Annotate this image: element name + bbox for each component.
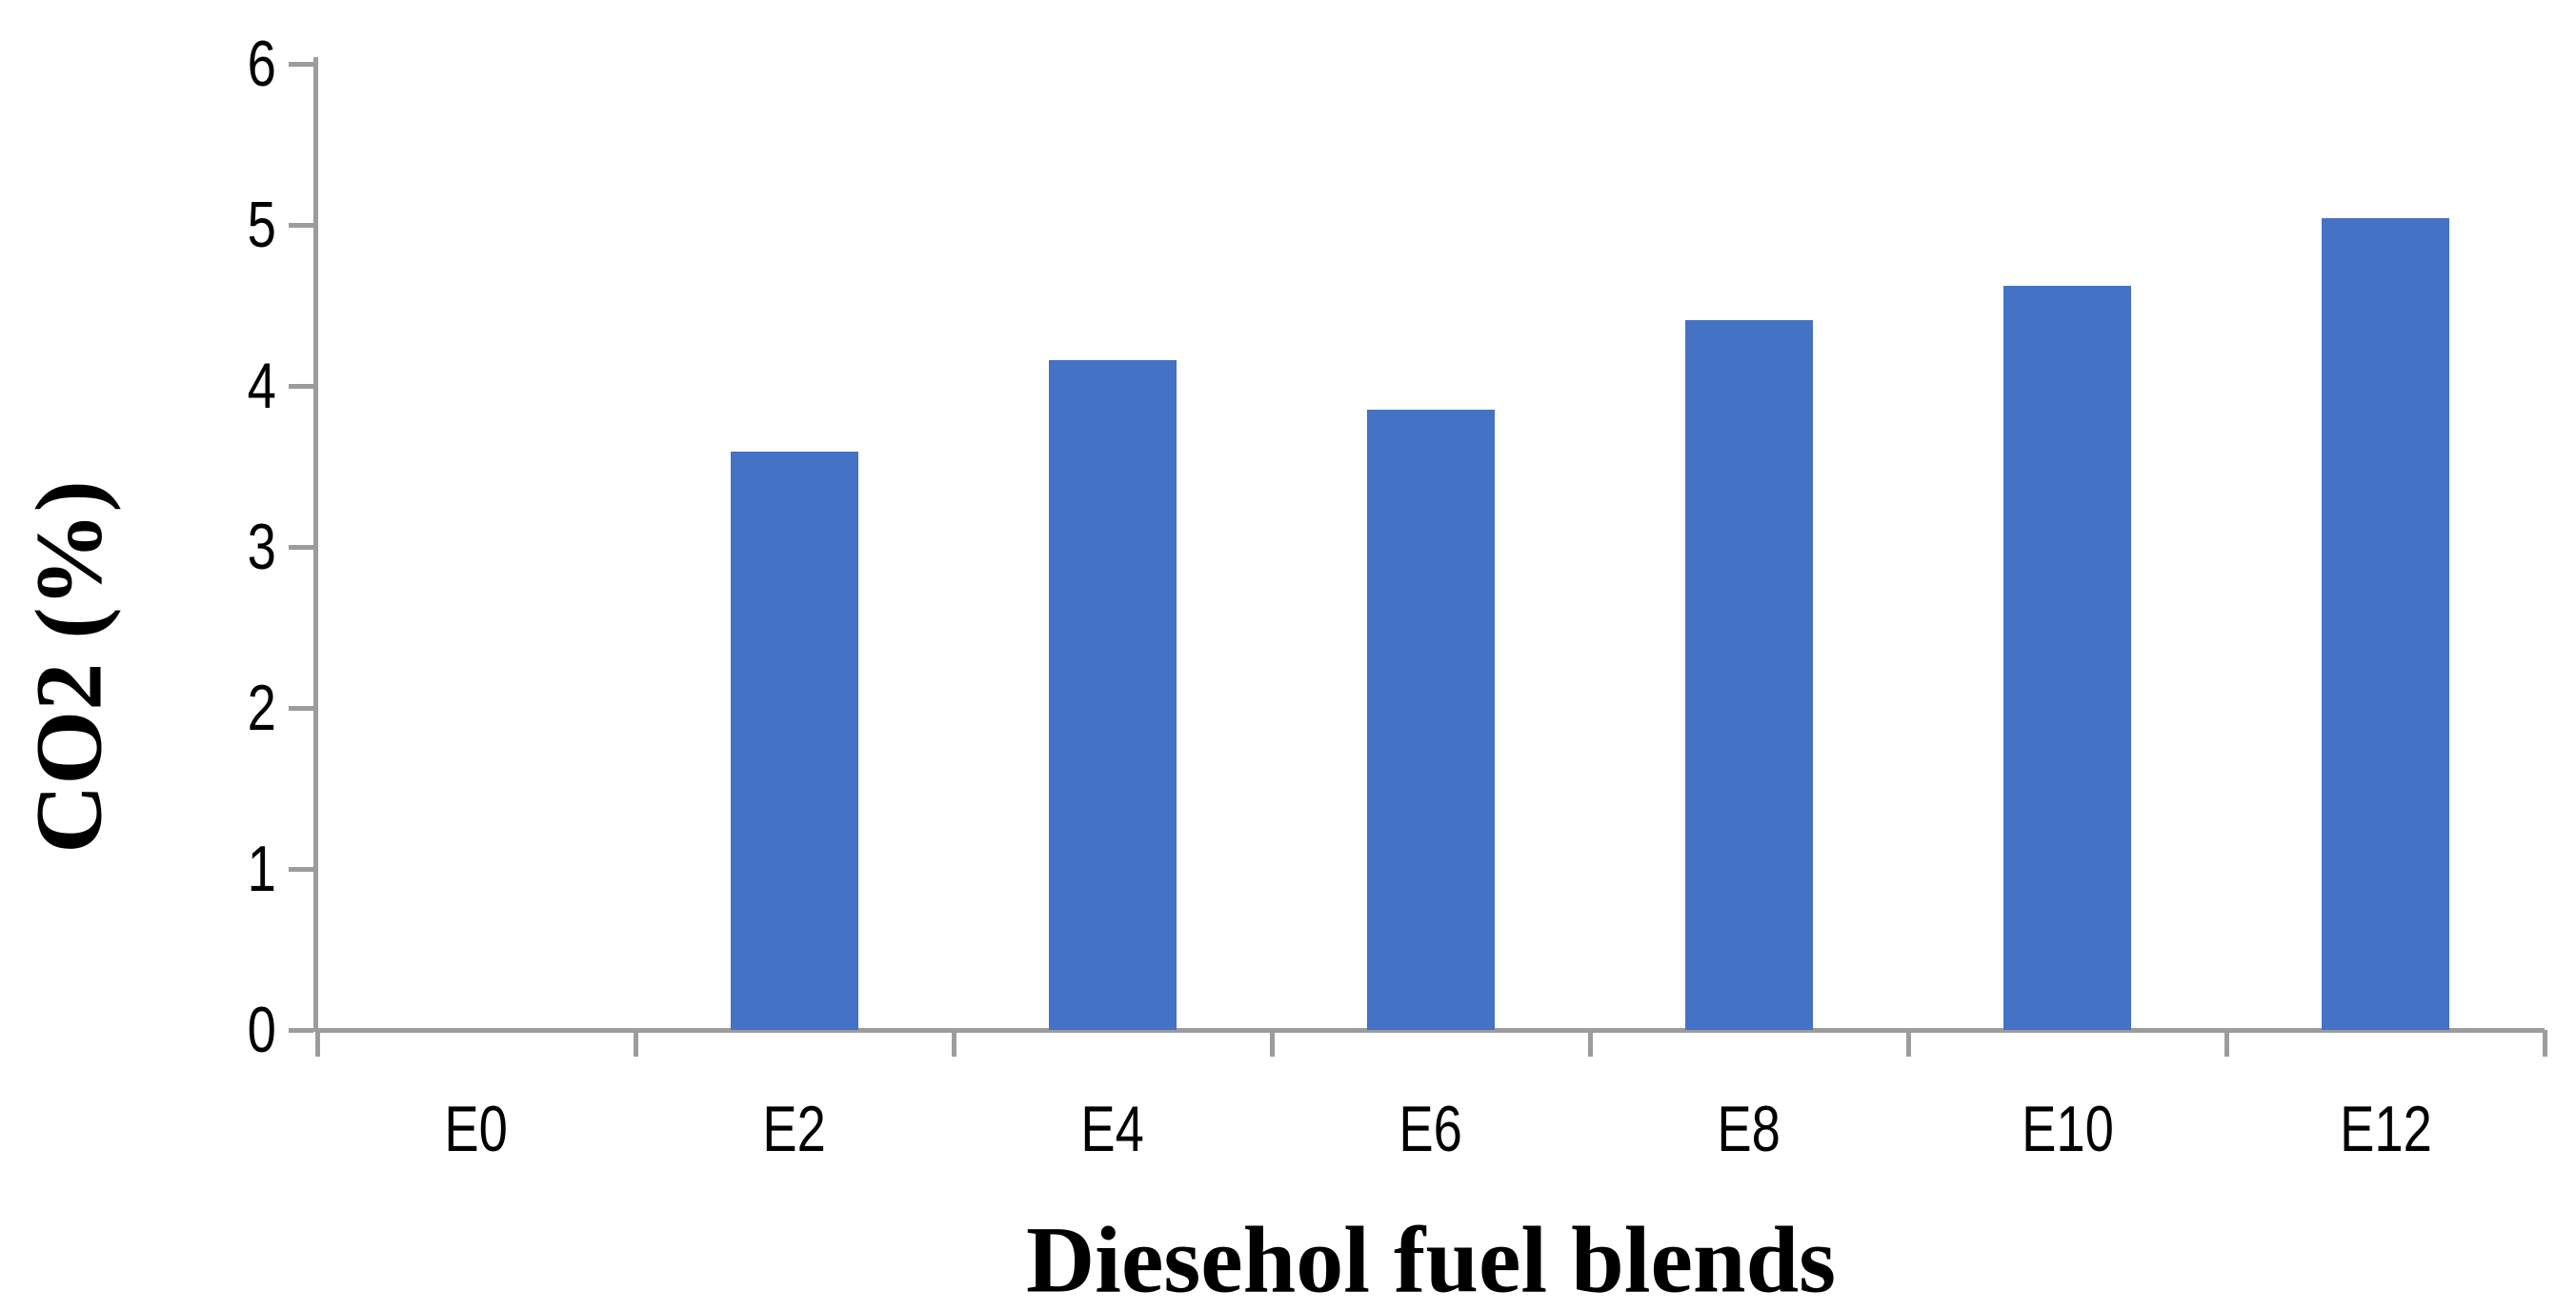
x-boundary-tick (952, 1030, 956, 1057)
x-boundary-tick (1270, 1030, 1275, 1057)
y-tick-label: 6 (57, 30, 276, 97)
y-tick-label-text: 2 (247, 672, 276, 744)
y-tick-label-text: 1 (247, 833, 276, 905)
x-tick-label-text: E12 (2339, 1093, 2432, 1165)
x-tick-label-text: E4 (1080, 1093, 1145, 1165)
x-tick-label-E6: E6 (1307, 1096, 1555, 1162)
y-tick-mark (289, 1028, 313, 1033)
y-tick-label: 3 (57, 514, 276, 580)
x-boundary-tick (2543, 1030, 2547, 1057)
bar-E12 (2322, 218, 2449, 1030)
bar-E2 (731, 452, 858, 1030)
x-boundary-tick (1906, 1030, 1911, 1057)
y-tick-mark (289, 706, 313, 711)
y-tick-label: 4 (57, 353, 276, 419)
y-tick-label: 0 (57, 997, 276, 1063)
x-tick-label-text: E0 (444, 1093, 509, 1165)
y-tick-label: 5 (57, 192, 276, 258)
x-tick-label-E2: E2 (671, 1096, 918, 1162)
x-tick-label-text: E2 (762, 1093, 827, 1165)
y-axis-title: CO2 (%) (15, 480, 122, 854)
x-axis-title: Diesehol fuel blends (1025, 1206, 1837, 1311)
y-tick-label-text: 5 (247, 189, 276, 261)
x-tick-label-E4: E4 (989, 1096, 1237, 1162)
y-tick-label-text: 6 (247, 28, 276, 100)
y-tick-mark (289, 223, 313, 228)
x-boundary-tick (1588, 1030, 1593, 1057)
x-boundary-tick (2224, 1030, 2229, 1057)
y-axis-line (313, 57, 318, 1032)
y-tick-mark (289, 62, 313, 67)
x-tick-label-E12: E12 (2262, 1096, 2509, 1162)
x-tick-label-E10: E10 (1943, 1096, 2191, 1162)
y-tick-label: 2 (57, 675, 276, 741)
bar-E4 (1049, 359, 1177, 1030)
y-tick-label-text: 4 (247, 350, 276, 422)
y-tick-mark (289, 545, 313, 550)
bar-E8 (1685, 319, 1813, 1030)
x-tick-label-E8: E8 (1625, 1096, 1873, 1162)
y-tick-label: 1 (57, 836, 276, 902)
y-tick-mark (289, 384, 313, 389)
x-tick-label-E0: E0 (352, 1096, 600, 1162)
x-tick-label-text: E10 (2021, 1093, 2114, 1165)
y-tick-mark (289, 867, 313, 872)
x-tick-label-text: E8 (1717, 1093, 1781, 1165)
y-tick-label-text: 0 (247, 994, 276, 1066)
bar-E6 (1367, 410, 1495, 1030)
x-tick-label-text: E6 (1399, 1093, 1463, 1165)
x-axis-line (317, 1028, 2545, 1033)
x-boundary-tick (315, 1030, 320, 1057)
y-tick-label-text: 3 (247, 511, 276, 583)
x-boundary-tick (634, 1030, 638, 1057)
bar-E10 (2003, 286, 2131, 1030)
